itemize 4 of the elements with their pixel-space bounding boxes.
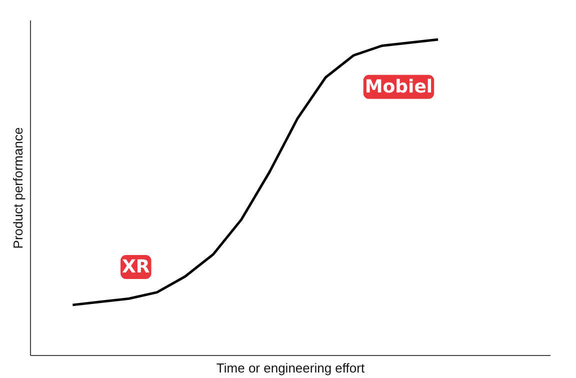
x-axis-title: Time or engineering effort [216,360,365,376]
y-axis-title: Product performance [10,127,26,249]
annotation: Mobiel [364,76,433,98]
annotation: XR [122,256,150,278]
